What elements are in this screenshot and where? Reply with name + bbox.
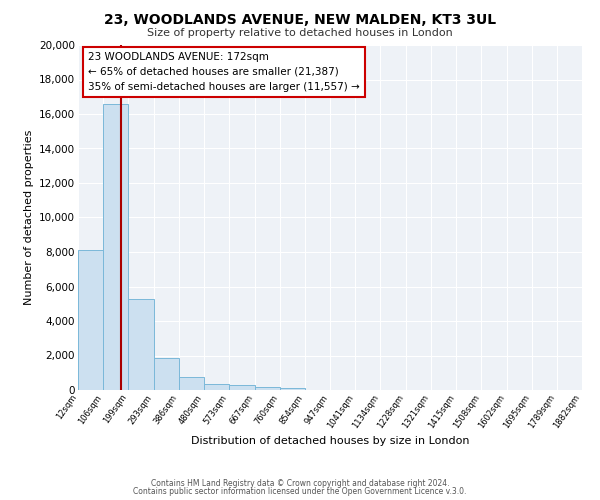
Bar [128, 298, 154, 390]
X-axis label: Distribution of detached houses by size in London: Distribution of detached houses by size … [191, 436, 469, 446]
Text: Contains public sector information licensed under the Open Government Licence v.: Contains public sector information licen… [133, 487, 467, 496]
Text: Contains HM Land Registry data © Crown copyright and database right 2024.: Contains HM Land Registry data © Crown c… [151, 478, 449, 488]
Bar [78, 250, 103, 390]
Bar [254, 387, 280, 390]
Bar [103, 104, 128, 390]
Text: 23, WOODLANDS AVENUE, NEW MALDEN, KT3 3UL: 23, WOODLANDS AVENUE, NEW MALDEN, KT3 3U… [104, 12, 496, 26]
Bar [179, 376, 204, 390]
Y-axis label: Number of detached properties: Number of detached properties [23, 130, 34, 305]
Bar [154, 358, 179, 390]
Bar [280, 388, 305, 390]
Bar [229, 386, 254, 390]
Text: 23 WOODLANDS AVENUE: 172sqm
← 65% of detached houses are smaller (21,387)
35% of: 23 WOODLANDS AVENUE: 172sqm ← 65% of det… [88, 52, 360, 92]
Text: Size of property relative to detached houses in London: Size of property relative to detached ho… [147, 28, 453, 38]
Bar [204, 384, 229, 390]
